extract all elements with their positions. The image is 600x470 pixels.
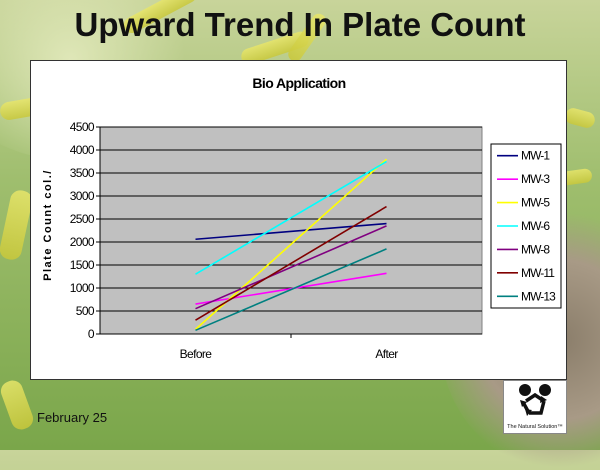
legend-label: MW-3 (521, 172, 550, 186)
legend-label: MW-5 (521, 196, 550, 210)
y-tick-label: 1500 (70, 258, 95, 272)
plot-background (99, 126, 483, 335)
legend-label: MW-13 (521, 289, 556, 303)
x-tick-label: Before (180, 347, 213, 361)
y-tick-label: 500 (76, 304, 95, 318)
y-tick-label: 0 (88, 327, 95, 341)
y-tick-label: 2500 (70, 212, 95, 226)
series-line-mw-8 (195, 225, 387, 310)
y-axis-label: Plate Count col./ (42, 169, 54, 281)
legend-label: MW-1 (521, 149, 550, 163)
recycle-icon (519, 384, 551, 416)
y-tick-label: 3000 (70, 189, 95, 203)
y-tick-label: 1000 (70, 281, 95, 295)
legend: MW-1 MW-3 MW-5 MW-6 MW-8 MW-11 MW-13 (490, 143, 562, 309)
slide-title: Upward Trend In Plate Count (74, 6, 526, 43)
logo-tagline: The Natural Solution™ (507, 424, 563, 430)
plot-area: 0 500 1000 1500 2000 2500 3000 3500 4000 4500 Befo… (70, 120, 483, 361)
y-tick-label: 4000 (70, 143, 95, 157)
y-tick-label: 3500 (70, 166, 95, 180)
legend-label: MW-8 (521, 242, 550, 256)
series-line-mw-6 (195, 160, 387, 275)
chart-panel: Bio Application Plate Count col./ 0 500 10… (30, 60, 567, 380)
legend-label: MW-11 (521, 266, 555, 280)
chart-title: Bio Application (252, 75, 345, 91)
legend-label: MW-6 (521, 219, 550, 233)
bio-application-chart: Bio Application Plate Count col./ 0 500 10… (42, 75, 562, 361)
recycle-logo: The Natural Solution™ (503, 380, 567, 434)
y-tick-label: 2000 (70, 235, 95, 249)
series-line-mw-3 (195, 272, 387, 305)
series-line-mw-13 (195, 248, 387, 332)
series-line-mw-11 (195, 205, 387, 321)
y-tick-label: 4500 (70, 120, 95, 134)
x-tick-label: After (375, 347, 398, 361)
footer-date: February 25 (37, 410, 108, 425)
